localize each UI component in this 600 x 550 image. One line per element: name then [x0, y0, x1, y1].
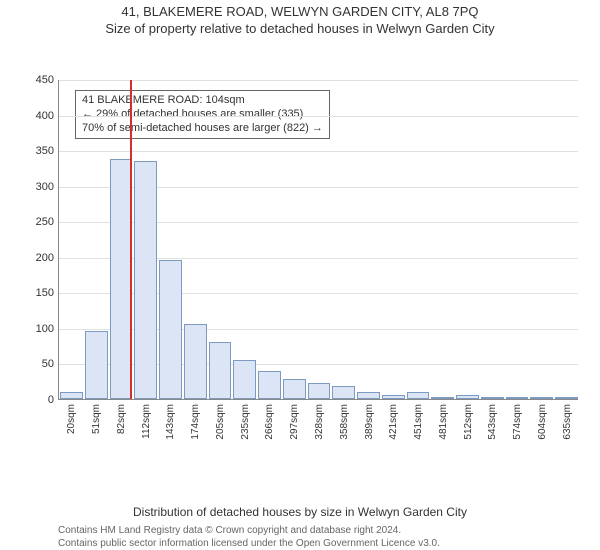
x-tick-label: 481sqm	[438, 404, 449, 440]
x-tick-label: 328sqm	[314, 404, 325, 440]
histogram-bar	[159, 260, 182, 399]
y-tick-label: 250	[28, 216, 54, 228]
x-tick-label: 635sqm	[562, 404, 573, 440]
annotation-line: 41 BLAKEMERE ROAD: 104sqm	[82, 94, 323, 108]
histogram-bar	[456, 395, 479, 399]
x-tick-label: 205sqm	[215, 404, 226, 440]
subtitle: Size of property relative to detached ho…	[0, 21, 600, 36]
x-tick-label: 82sqm	[116, 404, 127, 434]
x-tick-label: 421sqm	[388, 404, 399, 440]
histogram-bar	[308, 383, 331, 399]
y-tick-label: 350	[28, 145, 54, 157]
y-tick-label: 50	[28, 358, 54, 370]
x-tick-label: 297sqm	[289, 404, 300, 440]
histogram-bar	[134, 161, 157, 399]
histogram-bar	[431, 397, 454, 399]
histogram-bar	[481, 397, 504, 399]
histogram-bar	[110, 159, 133, 399]
histogram-bar	[555, 397, 578, 399]
chart-area: Number of detached properties 41 BLAKEME…	[0, 36, 600, 455]
x-tick-label: 266sqm	[264, 404, 275, 440]
x-tick-label: 20sqm	[66, 404, 77, 434]
title-block: 41, BLAKEMERE ROAD, WELWYN GARDEN CITY, …	[0, 0, 600, 36]
gridline	[59, 151, 578, 152]
x-tick-label: 512sqm	[463, 404, 474, 440]
gridline	[59, 80, 578, 81]
histogram-bar	[407, 392, 430, 399]
x-tick-label: 451sqm	[413, 404, 424, 440]
x-tick-label: 143sqm	[165, 404, 176, 440]
x-axis-label: Distribution of detached houses by size …	[0, 505, 600, 519]
y-tick-label: 0	[28, 394, 54, 406]
gridline	[59, 116, 578, 117]
y-tick-label: 400	[28, 110, 54, 122]
annotation-line: 70% of semi-detached houses are larger (…	[82, 122, 323, 136]
histogram-bar	[233, 360, 256, 399]
x-tick-label: 174sqm	[190, 404, 201, 440]
histogram-bar	[258, 371, 281, 399]
x-tick-label: 389sqm	[364, 404, 375, 440]
x-tick-label: 51sqm	[91, 404, 102, 434]
y-tick-label: 450	[28, 74, 54, 86]
histogram-bar	[332, 386, 355, 399]
x-tick-label: 543sqm	[487, 404, 498, 440]
x-tick-label: 604sqm	[537, 404, 548, 440]
y-tick-label: 150	[28, 287, 54, 299]
histogram-bar	[184, 324, 207, 399]
credits-block: Contains HM Land Registry data © Crown c…	[58, 525, 600, 550]
histogram-bar	[382, 395, 405, 399]
x-tick-label: 235sqm	[240, 404, 251, 440]
histogram-bar	[357, 392, 380, 399]
histogram-bar	[209, 342, 232, 399]
histogram-bar	[60, 392, 83, 399]
x-tick-label: 358sqm	[339, 404, 350, 440]
credits-line-1: Contains HM Land Registry data © Crown c…	[58, 525, 600, 538]
histogram-bar	[530, 397, 553, 399]
subject-marker-line	[130, 80, 132, 399]
histogram-bar	[283, 379, 306, 399]
x-tick-label: 574sqm	[512, 404, 523, 440]
x-tick-label: 112sqm	[141, 404, 152, 439]
histogram-bar	[506, 397, 529, 399]
y-tick-label: 300	[28, 181, 54, 193]
credits-line-2: Contains public sector information licen…	[58, 538, 600, 550]
histogram-bar	[85, 331, 108, 399]
plot-area: 41 BLAKEMERE ROAD: 104sqm← 29% of detach…	[58, 80, 578, 400]
y-tick-label: 200	[28, 252, 54, 264]
y-tick-label: 100	[28, 323, 54, 335]
address-title: 41, BLAKEMERE ROAD, WELWYN GARDEN CITY, …	[0, 4, 600, 19]
